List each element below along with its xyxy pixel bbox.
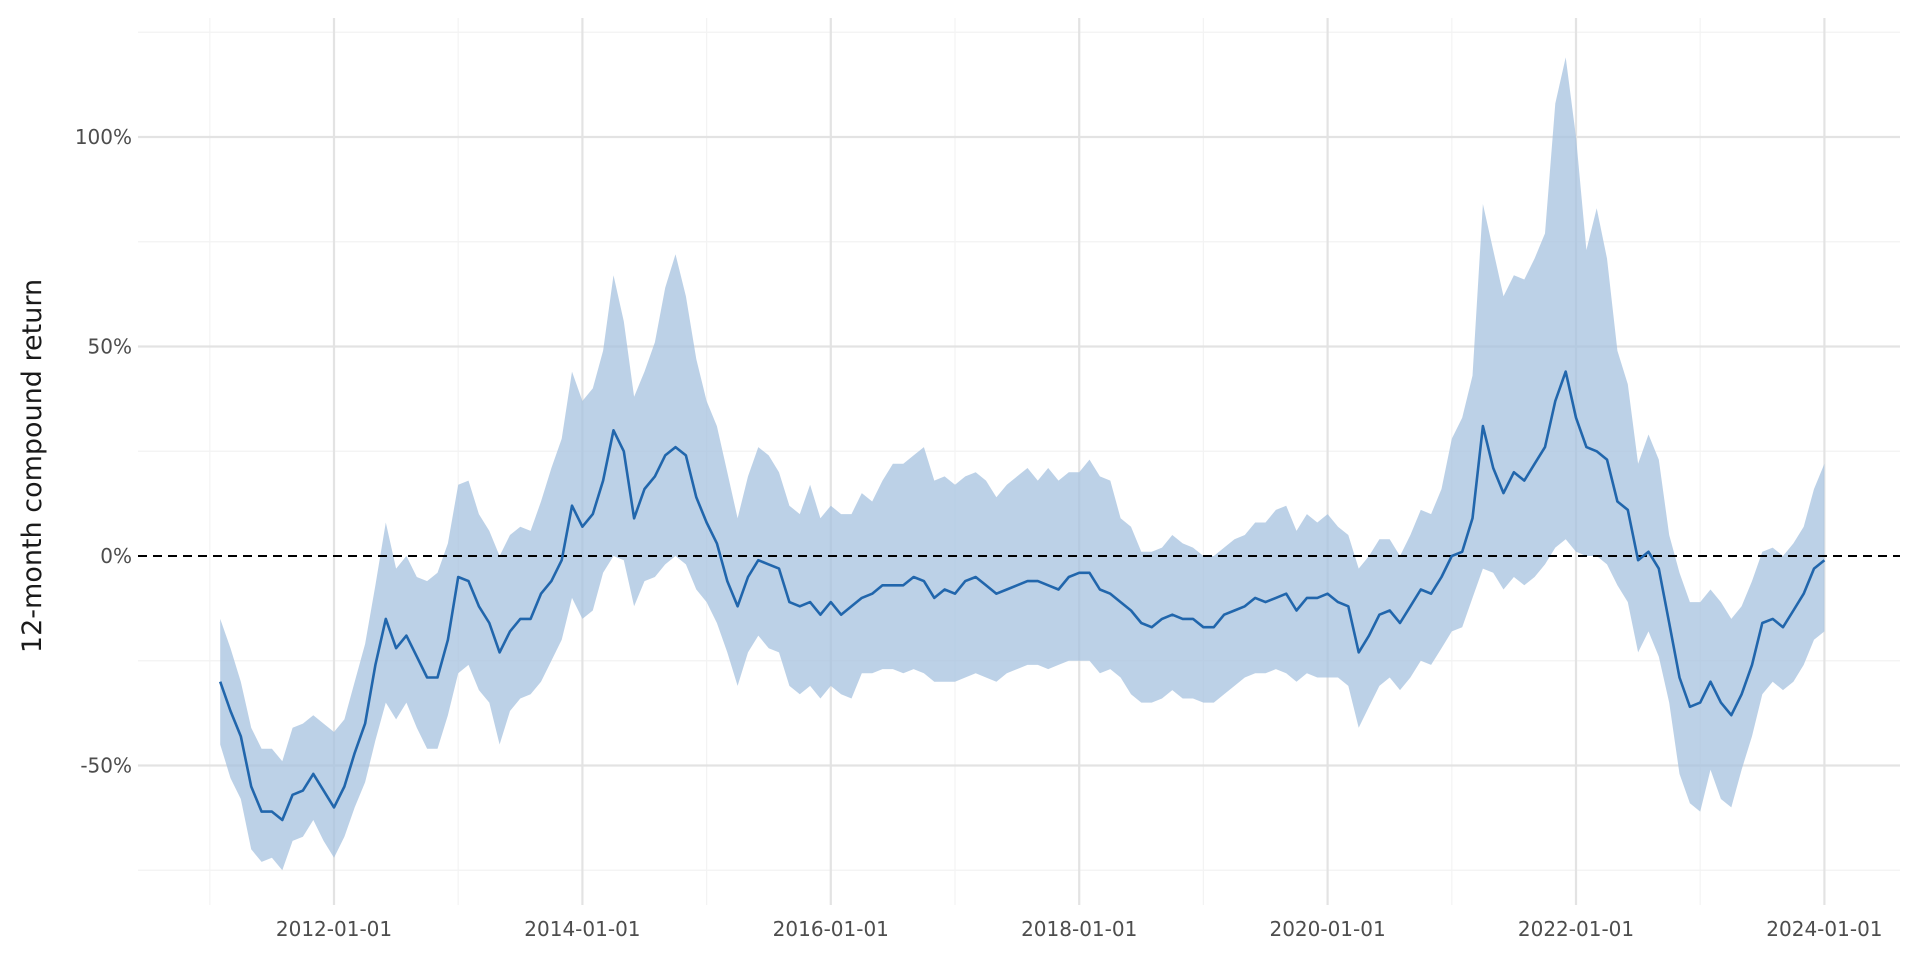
y-tick-label: -50% — [80, 754, 132, 778]
y-tick-label: 0% — [100, 544, 132, 568]
x-tick-label: 2022-01-01 — [1518, 917, 1634, 941]
x-tick-label: 2020-01-01 — [1269, 917, 1385, 941]
x-axis-tick-labels: 2012-01-01 2014-01-01 2016-01-01 2018-01-01… — [276, 917, 1883, 941]
y-tick-label: 50% — [88, 335, 132, 359]
x-tick-label: 2014-01-01 — [524, 917, 640, 941]
x-tick-label: 2016-01-01 — [773, 917, 889, 941]
confidence-band — [220, 57, 1825, 871]
y-axis-tick-labels: -50% 0% 50% 100% — [75, 125, 132, 778]
x-tick-label: 2018-01-01 — [1021, 917, 1137, 941]
mean-series-line — [218, 370, 1826, 822]
y-tick-label: 100% — [75, 125, 132, 149]
x-tick-label: 2012-01-01 — [276, 917, 392, 941]
x-tick-label: 2024-01-01 — [1766, 917, 1882, 941]
y-axis-title: 12-month compound return — [17, 279, 48, 653]
